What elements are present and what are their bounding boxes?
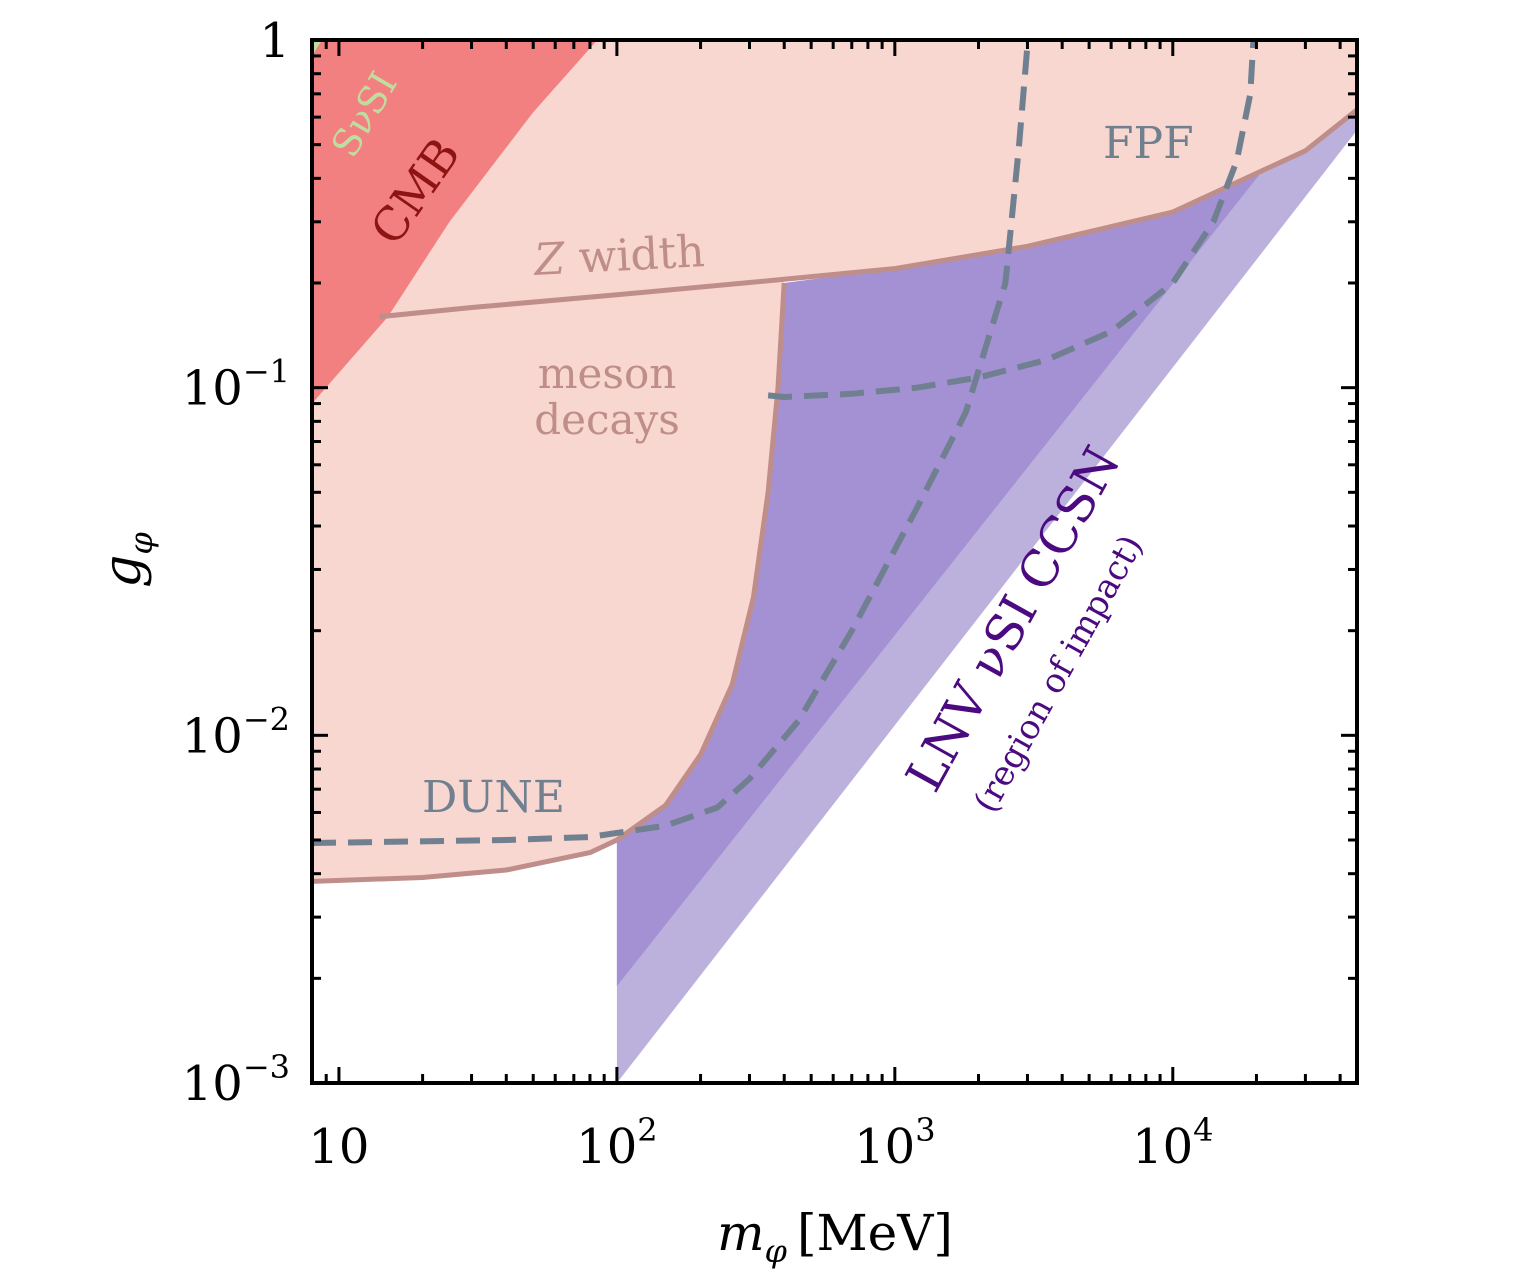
x-axis-label: mφ [MeV] — [717, 1204, 953, 1270]
y-tick-label: 10−1 — [182, 353, 290, 417]
y-axis-label-var: g — [93, 555, 153, 588]
ticks-layer — [310, 38, 1357, 1085]
cmb-region — [312, 40, 598, 404]
meson-decays-label-line1: meson — [538, 349, 677, 398]
fpf-label: FPF — [1103, 118, 1194, 169]
meson-decays-boundary — [312, 282, 787, 884]
x-tick-label: 10 — [308, 1119, 369, 1175]
regions-layer — [312, 40, 1357, 1083]
y-tick-label: 1 — [259, 13, 290, 69]
sensitivity-curve-fpf — [767, 40, 1257, 400]
dune-label: DUNE — [422, 772, 565, 823]
z-width-label: Z width — [531, 226, 706, 286]
y-axis-label: gφ — [93, 532, 160, 588]
z-width-boundary — [379, 107, 1357, 320]
z-width-label-rest: width — [563, 226, 705, 284]
z-width-label-z: Z — [531, 233, 568, 286]
x-tick-label: 103 — [854, 1111, 935, 1175]
curves-layer — [312, 40, 1257, 846]
y-tick-label: 10−2 — [182, 700, 290, 764]
x-axis-label-sub: φ — [765, 1232, 788, 1270]
meson-decays-label: meson decays — [534, 349, 680, 444]
x-tick-label: 102 — [576, 1111, 657, 1175]
plot-area — [312, 40, 1357, 1083]
meson-decays-label-line2: decays — [534, 395, 680, 444]
x-axis-label-var: m — [717, 1204, 764, 1262]
y-tick-label: 10−3 — [182, 1048, 290, 1112]
svsi-region — [312, 40, 323, 56]
x-axis-label-unit: [MeV] — [797, 1204, 953, 1262]
ccsn-dark-region — [616, 171, 1263, 987]
y-axis-label-sub: φ — [122, 532, 160, 555]
x-tick-label: 104 — [1132, 1111, 1213, 1175]
sensitivity-curve-dune — [312, 44, 1031, 846]
